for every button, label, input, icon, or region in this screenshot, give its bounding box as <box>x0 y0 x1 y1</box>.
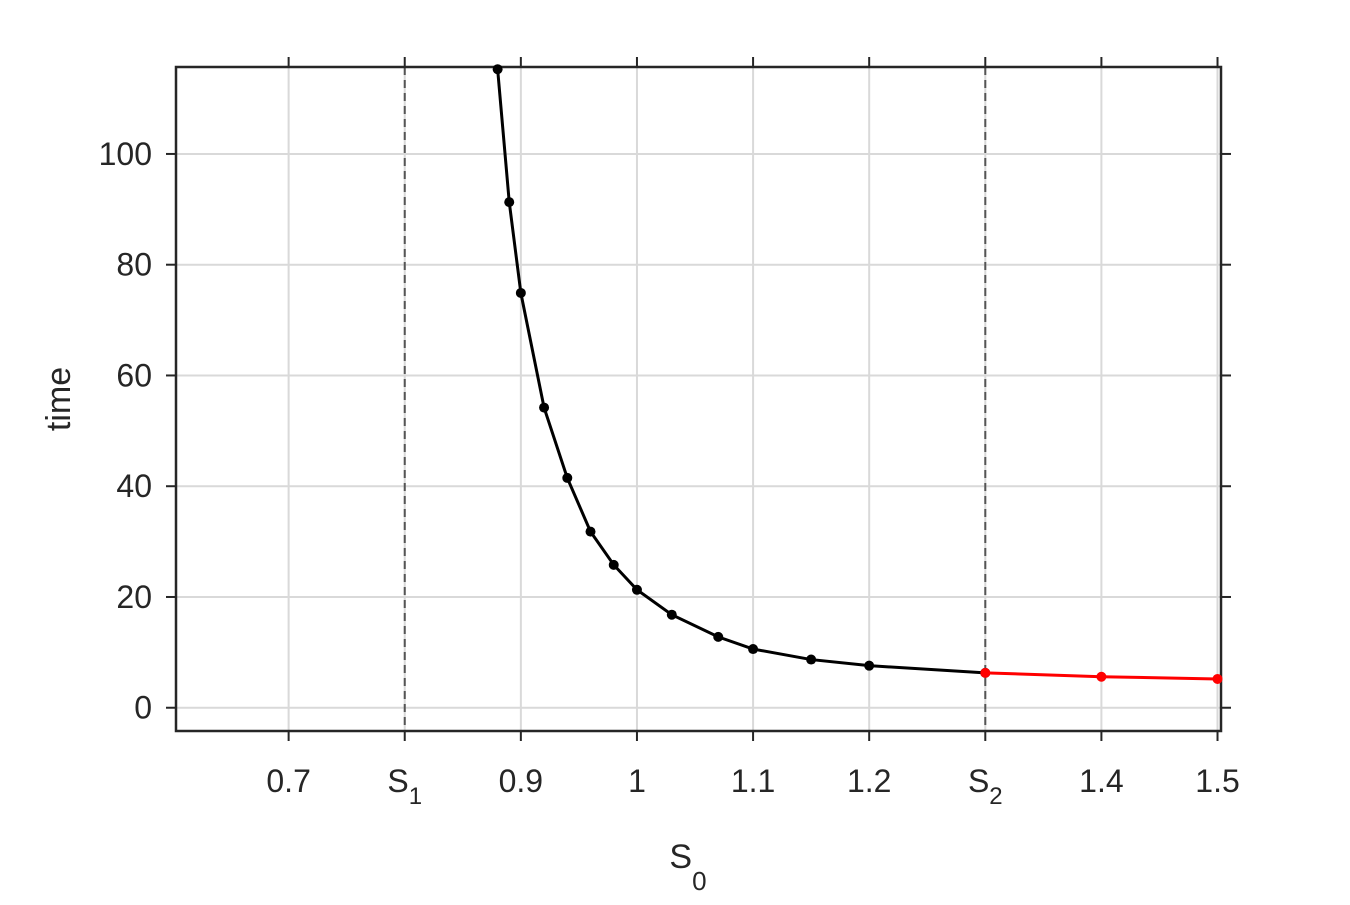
data-point <box>492 64 503 75</box>
plot-frame <box>174 65 1223 733</box>
y-tick-label: 100 <box>99 136 152 172</box>
data-point <box>585 526 596 537</box>
data-point <box>1096 671 1107 682</box>
y-tick-label: 80 <box>116 247 152 283</box>
x-tick-label-text: S <box>387 763 408 799</box>
y-tick-label: 20 <box>116 579 152 615</box>
y-tick-label: 40 <box>116 468 152 504</box>
x-tick-label: 1.5 <box>1195 763 1239 799</box>
x-tick-label-subscript: 2 <box>989 783 1002 810</box>
x-tick-label: 1.4 <box>1079 763 1123 799</box>
data-point <box>864 660 875 671</box>
y-tick-label: 0 <box>134 690 152 726</box>
x-axis-label: S0 <box>669 838 706 896</box>
x-axis-label-subscript: 0 <box>692 866 706 896</box>
x-tick-label: 1.1 <box>731 763 775 799</box>
x-tick-label-subscript: 1 <box>409 783 422 810</box>
y-axis-label: time <box>40 367 78 431</box>
data-point <box>1212 673 1223 684</box>
x-axis-label-text: S <box>669 838 692 876</box>
data-point <box>539 402 550 413</box>
data-point <box>713 631 724 642</box>
x-tick-label: 1.2 <box>847 763 891 799</box>
x-tick-label: S2 <box>968 763 1003 810</box>
x-tick-label: S1 <box>387 763 422 810</box>
data-point <box>806 654 817 665</box>
y-tick-label: 60 <box>116 357 152 393</box>
data-point <box>608 559 619 570</box>
series-line <box>496 69 986 675</box>
data-point <box>748 644 759 655</box>
x-tick-label-text: S <box>968 763 989 799</box>
x-tick-label: 0.9 <box>499 763 543 799</box>
data-point <box>666 609 677 620</box>
data-point <box>631 584 642 595</box>
data-point <box>515 287 526 298</box>
data-point <box>980 667 991 678</box>
x-tick-label: 1 <box>628 763 646 799</box>
x-tick-label: 0.7 <box>266 763 310 799</box>
data-point <box>504 197 515 208</box>
data-point <box>562 472 573 483</box>
